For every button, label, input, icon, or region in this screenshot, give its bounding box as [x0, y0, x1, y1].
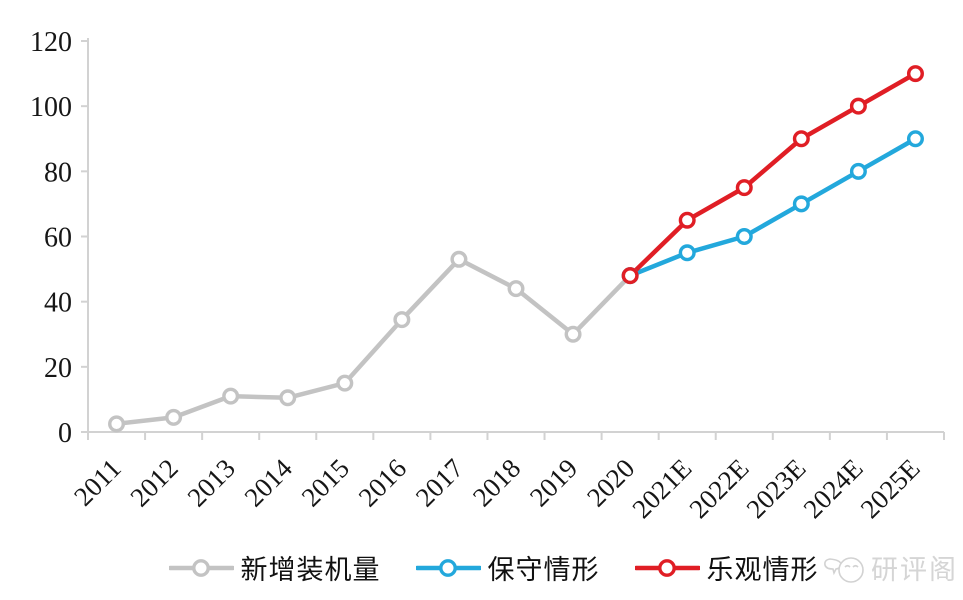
svg-text:2021E: 2021E	[626, 453, 697, 524]
doodle-face-logo-icon	[824, 557, 864, 583]
svg-text:2016: 2016	[353, 453, 412, 512]
legend-item-conservative: 保守情形	[415, 548, 600, 587]
svg-text:2017: 2017	[410, 453, 469, 512]
blue-series-swatch-icon	[415, 558, 481, 577]
svg-text:2011: 2011	[68, 453, 127, 512]
svg-text:120: 120	[30, 27, 72, 58]
svg-text:60: 60	[44, 223, 72, 254]
legend-label-optimistic: 乐观情形	[706, 555, 819, 585]
legend-label-new-installs: 新增装机量	[240, 555, 381, 585]
legend-item-optimistic: 乐观情形	[634, 548, 819, 587]
svg-text:2023E: 2023E	[741, 453, 812, 524]
watermark-text: 研评阁	[871, 554, 958, 585]
svg-text:2013: 2013	[182, 453, 241, 512]
svg-text:2022E: 2022E	[683, 453, 754, 524]
svg-text:0: 0	[58, 418, 72, 449]
gray-series-swatch-icon	[168, 558, 234, 577]
svg-text:2019: 2019	[524, 453, 583, 512]
svg-text:40: 40	[44, 288, 72, 319]
svg-text:2025E: 2025E	[855, 453, 926, 524]
svg-text:2024E: 2024E	[798, 453, 869, 524]
legend-label-conservative: 保守情形	[487, 555, 600, 585]
svg-text:2012: 2012	[124, 453, 183, 512]
svg-text:100: 100	[30, 92, 72, 123]
svg-text:2018: 2018	[467, 453, 526, 512]
svg-text:2015: 2015	[296, 453, 355, 512]
svg-text:2014: 2014	[239, 453, 299, 513]
legend-item-new-installs: 新增装机量	[168, 548, 381, 587]
watermark: 研评阁	[822, 547, 958, 587]
red-series-swatch-icon	[634, 558, 700, 577]
svg-text:20: 20	[44, 353, 72, 384]
svg-text:80: 80	[44, 157, 72, 188]
chart-legend: 新增装机量 保守情形 乐观情形	[168, 548, 819, 587]
